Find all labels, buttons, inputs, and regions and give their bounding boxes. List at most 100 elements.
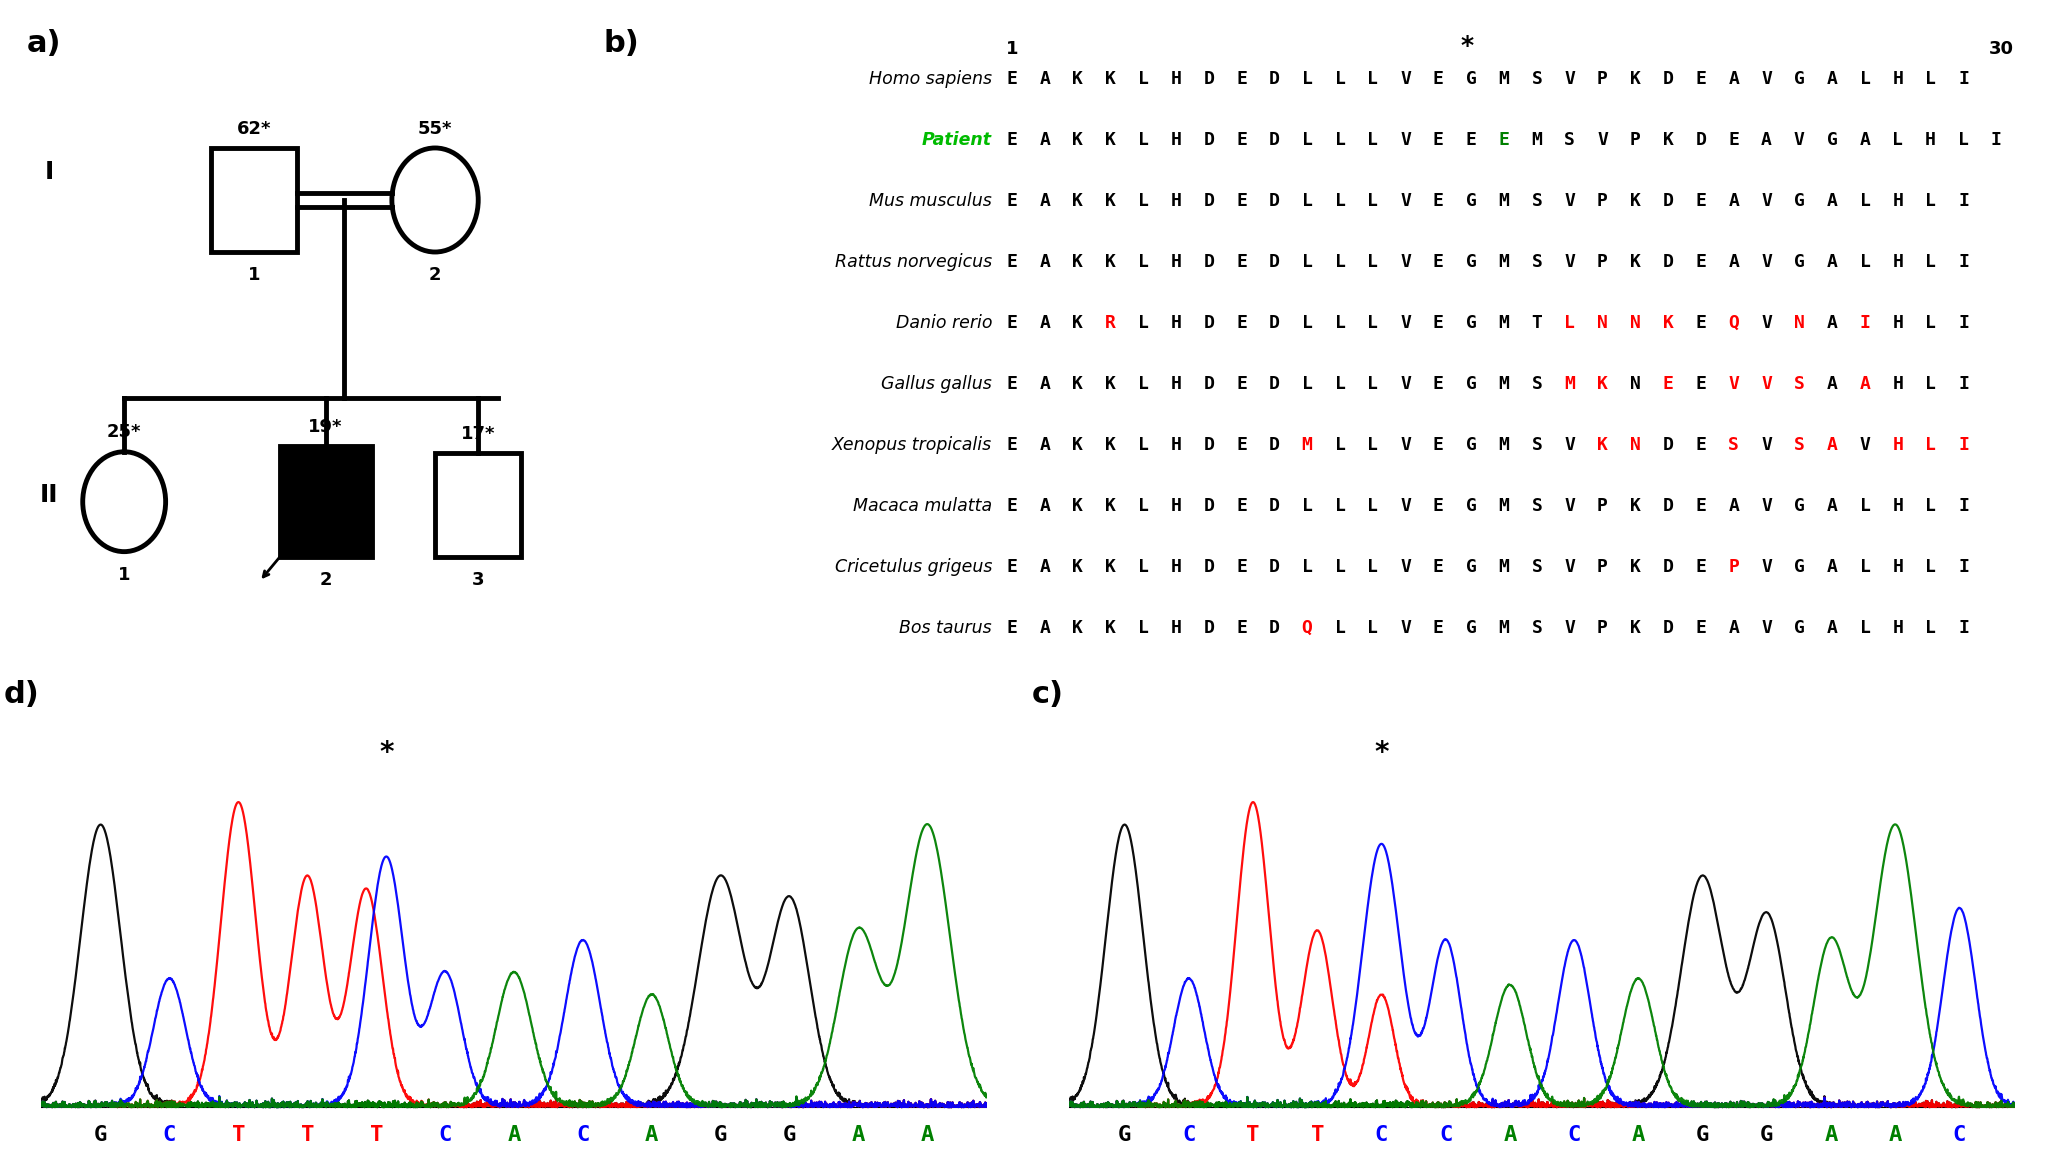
Text: M: M [1499, 192, 1509, 209]
Text: I: I [1990, 131, 2003, 149]
Text: A: A [1859, 131, 1871, 149]
Text: D: D [1269, 618, 1279, 637]
Text: E: E [1236, 131, 1248, 149]
Text: K: K [1630, 253, 1641, 271]
Text: D: D [1269, 313, 1279, 332]
Text: E: E [1007, 192, 1018, 209]
Text: V: V [1762, 69, 1772, 88]
Text: L: L [1367, 497, 1378, 514]
Text: Homo sapiens: Homo sapiens [870, 69, 991, 88]
Text: K: K [1630, 192, 1641, 209]
Text: E: E [1696, 375, 1706, 393]
Text: V: V [1762, 558, 1772, 576]
Text: E: E [1433, 497, 1443, 514]
Text: A: A [1729, 69, 1739, 88]
Text: H: H [1892, 436, 1904, 454]
Text: A: A [1729, 253, 1739, 271]
Text: L: L [1301, 497, 1312, 514]
Text: I: I [1957, 313, 1970, 332]
Text: C: C [1182, 1125, 1195, 1144]
Text: P: P [1598, 497, 1608, 514]
Text: L: L [1924, 313, 1937, 332]
Text: V: V [1859, 436, 1871, 454]
Text: A: A [1038, 497, 1051, 514]
Text: I: I [1957, 253, 1970, 271]
Text: S: S [1795, 375, 1805, 393]
Text: K: K [1104, 436, 1116, 454]
Text: L: L [1367, 558, 1378, 576]
Text: E: E [1236, 192, 1248, 209]
Text: V: V [1762, 192, 1772, 209]
Text: V: V [1565, 618, 1575, 637]
Text: M: M [1499, 436, 1509, 454]
Text: V: V [1400, 192, 1410, 209]
Text: A: A [1038, 618, 1051, 637]
Text: I: I [1957, 436, 1970, 454]
Text: L: L [1859, 497, 1871, 514]
Text: L: L [1859, 192, 1871, 209]
Text: P: P [1598, 69, 1608, 88]
Text: G: G [1795, 618, 1805, 637]
Text: K: K [1104, 131, 1116, 149]
Text: D: D [1203, 253, 1215, 271]
Text: E: E [1236, 497, 1248, 514]
Text: D: D [1203, 375, 1215, 393]
Text: E: E [1007, 558, 1018, 576]
Text: E: E [1007, 436, 1018, 454]
Text: L: L [1859, 253, 1871, 271]
Text: A: A [1729, 618, 1739, 637]
Text: Gallus gallus: Gallus gallus [882, 375, 991, 393]
Text: S: S [1532, 436, 1542, 454]
Text: V: V [1762, 375, 1772, 393]
Text: I: I [1957, 558, 1970, 576]
Text: D: D [1663, 436, 1674, 454]
Text: V: V [1400, 253, 1410, 271]
Text: L: L [1367, 69, 1378, 88]
Text: *: * [1460, 34, 1474, 58]
Text: K: K [1071, 253, 1084, 271]
Text: V: V [1762, 313, 1772, 332]
Text: P: P [1598, 558, 1608, 576]
Text: A: A [1889, 1125, 1902, 1144]
Text: L: L [1924, 192, 1937, 209]
Text: D: D [1269, 558, 1279, 576]
Text: E: E [1236, 69, 1248, 88]
Text: S: S [1532, 69, 1542, 88]
Text: H: H [1170, 131, 1182, 149]
Text: D: D [1663, 69, 1674, 88]
Text: I: I [1957, 192, 1970, 209]
Text: S: S [1532, 558, 1542, 576]
Text: K: K [1071, 131, 1084, 149]
Text: E: E [1663, 375, 1674, 393]
Text: K: K [1071, 618, 1084, 637]
Text: H: H [1892, 497, 1904, 514]
Text: 1: 1 [1007, 40, 1020, 59]
Text: M: M [1499, 497, 1509, 514]
Text: L: L [1859, 69, 1871, 88]
Text: V: V [1598, 131, 1608, 149]
Text: D: D [1203, 313, 1215, 332]
Text: H: H [1170, 618, 1182, 637]
Text: 17*: 17* [461, 424, 495, 443]
Text: A: A [1824, 1125, 1838, 1144]
Text: G: G [95, 1125, 107, 1144]
Text: K: K [1598, 375, 1608, 393]
Text: C: C [1953, 1125, 1966, 1144]
Text: N: N [1630, 313, 1641, 332]
Text: N: N [1630, 436, 1641, 454]
Text: L: L [1137, 131, 1149, 149]
Text: E: E [1007, 131, 1018, 149]
Text: K: K [1071, 69, 1084, 88]
Text: H: H [1892, 313, 1904, 332]
Text: V: V [1400, 618, 1410, 637]
Text: H: H [1892, 558, 1904, 576]
Text: P: P [1598, 253, 1608, 271]
Text: G: G [1795, 69, 1805, 88]
Text: D: D [1203, 436, 1215, 454]
Text: H: H [1924, 131, 1937, 149]
Text: 2: 2 [430, 266, 442, 284]
Text: E: E [1696, 253, 1706, 271]
Text: L: L [1137, 192, 1149, 209]
Text: K: K [1630, 497, 1641, 514]
Text: H: H [1170, 69, 1182, 88]
